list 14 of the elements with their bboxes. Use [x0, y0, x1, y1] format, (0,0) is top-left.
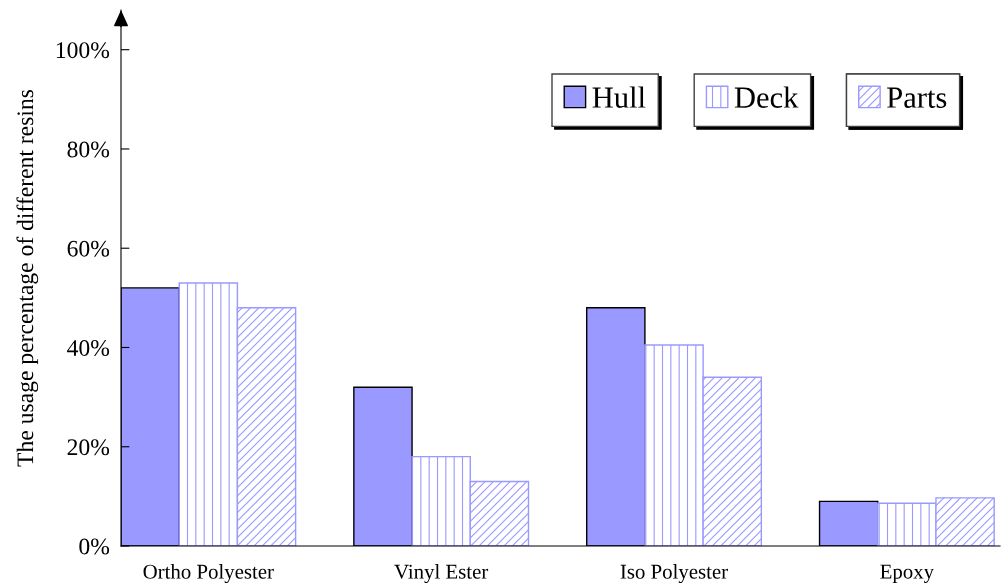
- y-tick-label: 80%: [67, 141, 110, 158]
- x-tick-label: Vinyl Ester: [394, 564, 489, 584]
- x-tick-label: Ortho Polyester: [143, 564, 274, 584]
- y-tick-label: 40%: [67, 339, 110, 356]
- legend-label: Deck: [734, 86, 799, 108]
- legend-label: Parts: [887, 87, 947, 108]
- y-tick-label: 20%: [67, 439, 110, 456]
- y-tick-label: 60%: [67, 240, 110, 257]
- x-tick-label: Epoxy: [880, 564, 934, 583]
- y-tick-label: 0%: [79, 538, 110, 555]
- y-tick-label: 100%: [56, 42, 110, 59]
- legend-label: Hull: [592, 86, 646, 108]
- x-tick-label: Iso Polyester: [620, 564, 728, 584]
- y-axis-title: The usage percentage of different resins: [16, 89, 39, 467]
